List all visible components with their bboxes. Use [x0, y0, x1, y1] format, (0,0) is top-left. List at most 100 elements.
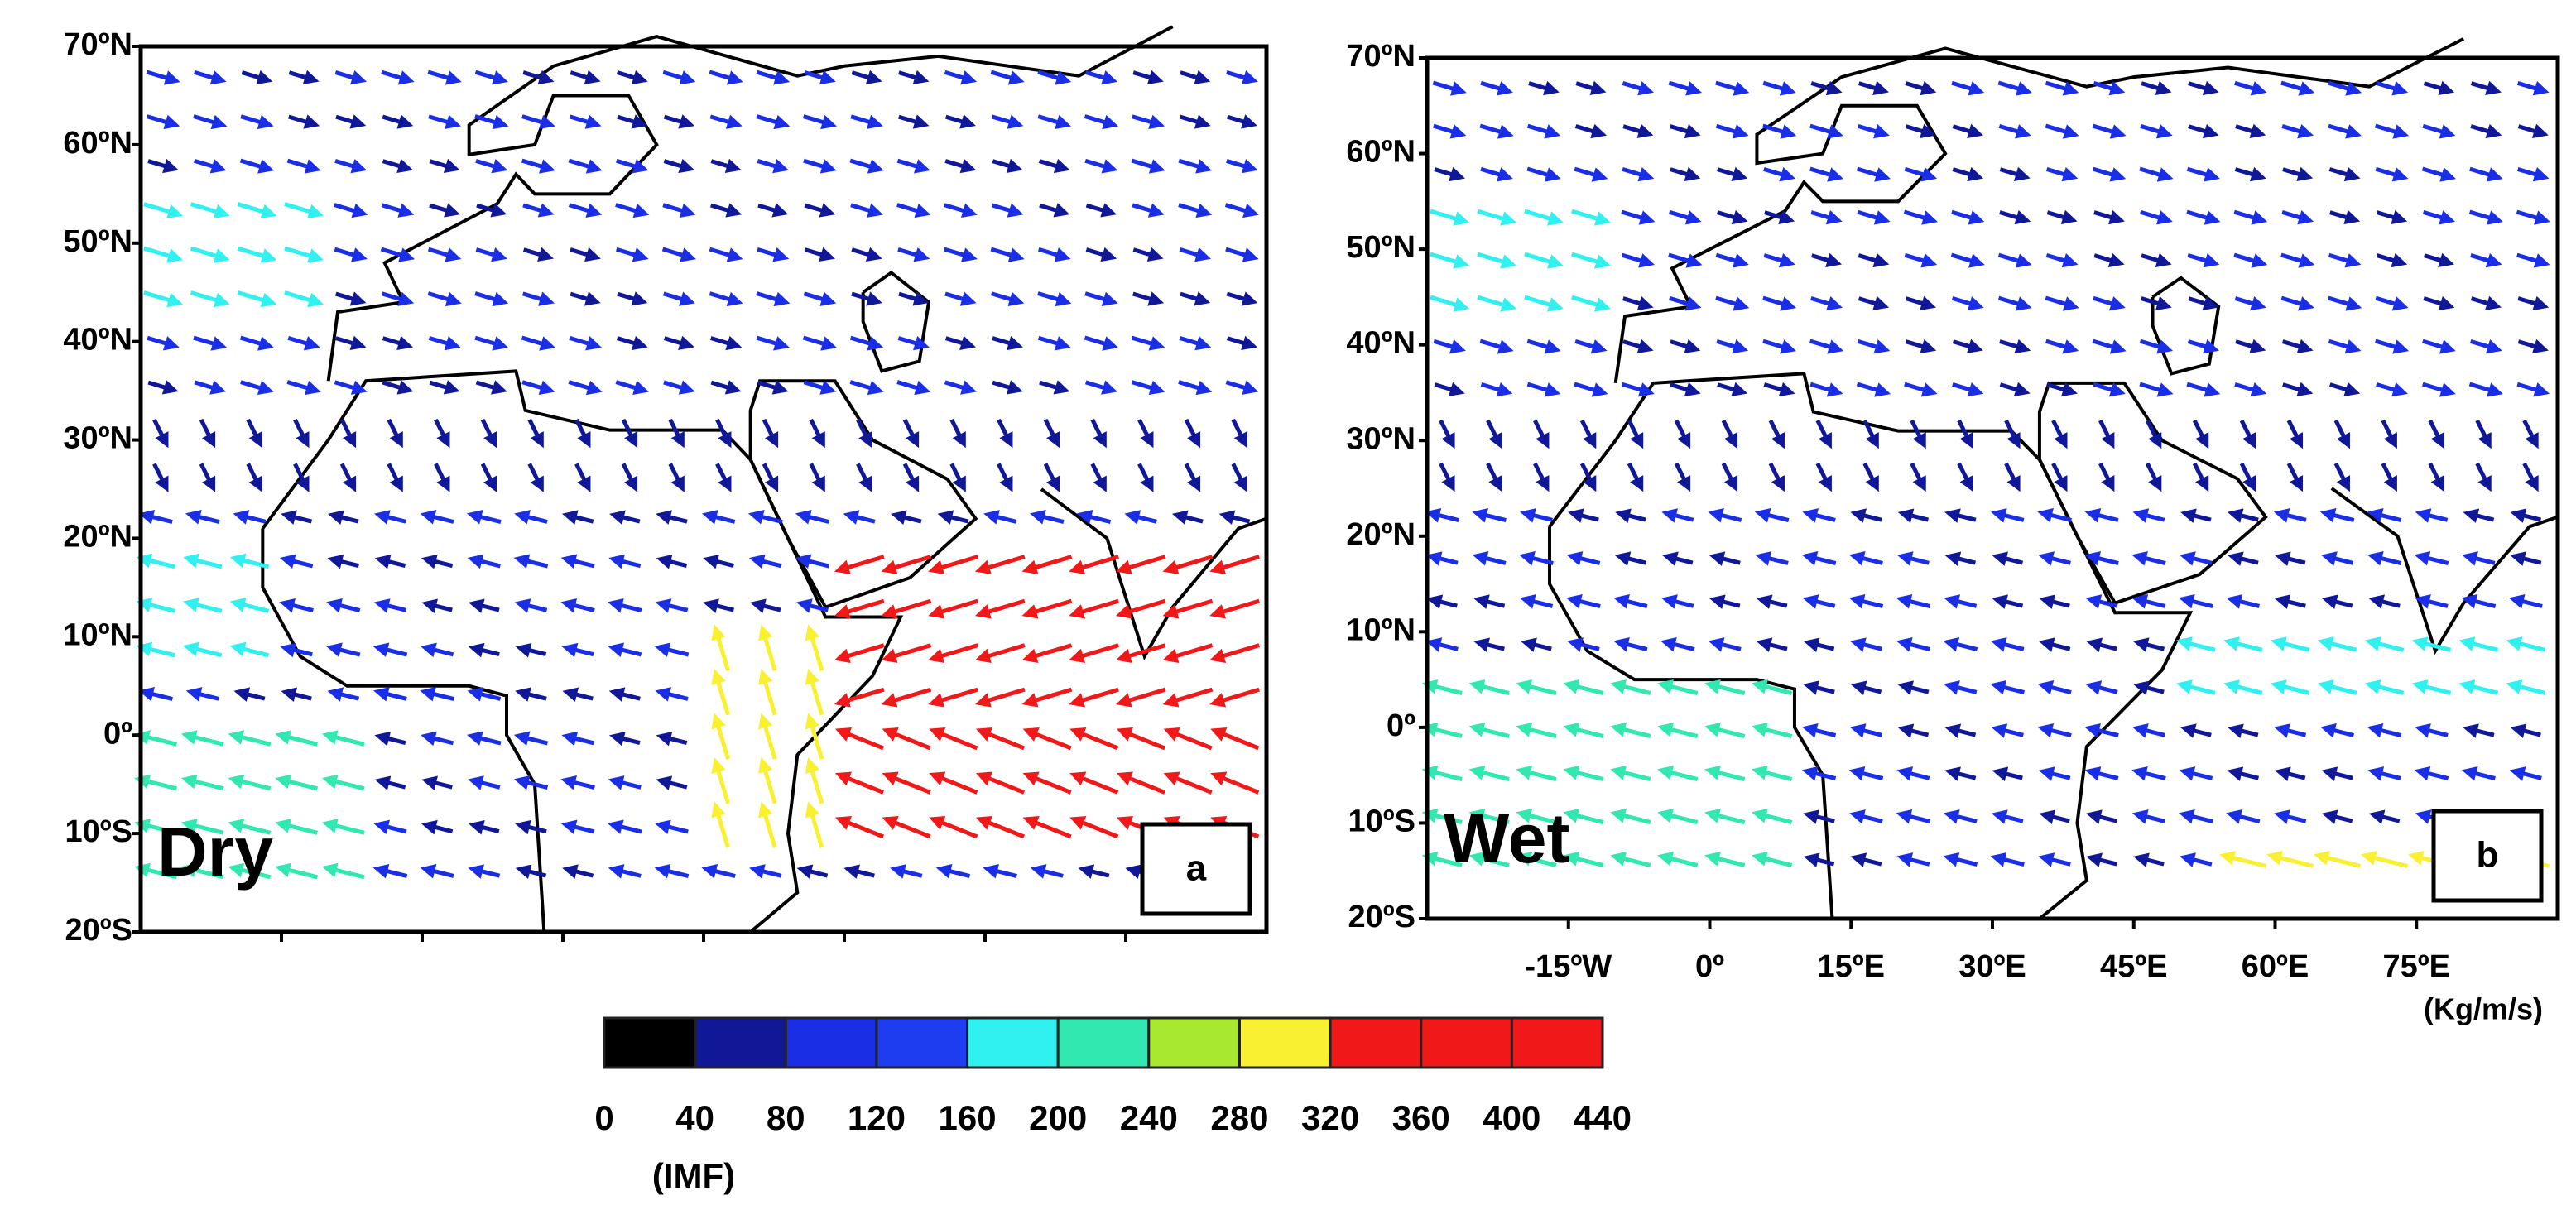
wind-arrow — [851, 247, 882, 262]
arrow-head — [912, 114, 930, 129]
wind-arrow — [1021, 643, 1073, 664]
wind-arrow — [143, 246, 183, 263]
arrow-head — [1472, 507, 1489, 523]
arrow-head — [1959, 475, 1973, 492]
arrow-head — [1006, 158, 1023, 173]
arrow-head — [2266, 851, 2283, 866]
arrow-head — [483, 431, 497, 449]
wind-arrow — [2084, 550, 2119, 566]
arrow-head — [974, 648, 992, 664]
wind-arrow — [237, 202, 277, 219]
wind-arrow — [1622, 123, 1654, 138]
arrow-head — [2006, 475, 2021, 492]
wind-arrow — [1579, 462, 1597, 492]
arrow-shaft — [2368, 854, 2409, 868]
arrow-head — [1055, 70, 1072, 85]
wind-arrow — [983, 863, 1017, 879]
wind-arrow — [1439, 419, 1455, 449]
arrow-head — [2532, 166, 2550, 182]
arrow-head — [2392, 124, 2410, 139]
wind-arrow — [1943, 809, 1978, 824]
wind-arrow — [709, 291, 743, 307]
wind-arrow — [387, 463, 403, 492]
arrow-head — [1163, 727, 1180, 742]
arrow-head — [1468, 766, 1486, 780]
arrow-head — [372, 863, 390, 879]
wind-arrow — [429, 203, 460, 218]
arrow-head — [584, 114, 602, 129]
wind-arrow — [2086, 852, 2117, 867]
arrow-head — [2250, 382, 2267, 397]
wind-arrow — [1754, 507, 1790, 523]
arrow-head — [2430, 432, 2444, 449]
wind-arrow — [1857, 209, 1891, 225]
arrow-head — [608, 642, 625, 658]
arrow-head — [248, 431, 262, 449]
wind-arrow — [1163, 727, 1213, 751]
arrow-head — [538, 291, 555, 306]
wind-arrow — [756, 114, 791, 130]
arrow-shaft — [842, 819, 885, 839]
arrow-head — [1723, 475, 1738, 492]
arrow-head — [515, 819, 531, 835]
wind-arrow — [881, 555, 932, 575]
wind-arrow — [374, 554, 406, 569]
arrow-shaft — [1217, 555, 1260, 572]
arrow-head — [248, 475, 262, 492]
wind-arrow — [709, 247, 743, 262]
wind-arrow — [2510, 723, 2541, 738]
arrow-head — [389, 431, 403, 449]
wind-arrow — [199, 463, 216, 492]
arrow-head — [213, 248, 230, 263]
arrow-head — [562, 687, 579, 702]
arrow-head — [2108, 80, 2126, 96]
arrow-head — [397, 203, 415, 218]
arrow-head — [1991, 723, 2008, 738]
colorbar-swatch — [875, 1016, 969, 1069]
arrow-head — [1920, 382, 1938, 397]
arrow-head — [1007, 114, 1024, 129]
arrow-head — [1771, 432, 1785, 449]
wind-arrow — [2176, 636, 2216, 652]
arrow-head — [2532, 339, 2549, 354]
arrow-head — [2533, 253, 2550, 268]
wind-arrow — [1563, 766, 1604, 781]
arrow-head — [1610, 809, 1627, 823]
arrow-head — [166, 292, 183, 308]
arrow-head — [678, 158, 695, 174]
lat-label: 50ºN — [1346, 230, 1415, 265]
coastline — [2151, 276, 2221, 376]
arrow-head — [1115, 559, 1132, 575]
arrow-head — [711, 624, 726, 641]
wind-arrow — [762, 418, 779, 449]
arrow-head — [1022, 816, 1040, 830]
coastline — [326, 25, 1174, 382]
arrow-head — [1140, 475, 1154, 492]
wind-arrow — [2141, 252, 2172, 268]
wind-arrow — [2375, 80, 2409, 96]
wind-arrow — [1762, 80, 1796, 96]
wind-arrow — [805, 624, 824, 671]
arrow-head — [1563, 852, 1580, 867]
colorbar-tick-label: 320 — [1301, 1098, 1359, 1137]
arrow-head — [1733, 253, 1749, 268]
wind-arrow — [843, 510, 876, 525]
wind-arrow — [374, 510, 406, 525]
arrow-shaft — [1123, 774, 1166, 795]
arrow-head — [1101, 380, 1117, 395]
wind-arrow — [1896, 593, 1931, 609]
arrow-head — [1054, 336, 1071, 351]
wind-arrow — [1090, 463, 1107, 492]
arrow-head — [881, 604, 898, 619]
arrow-head — [2415, 594, 2431, 609]
wind-arrow — [1897, 680, 1930, 695]
wind-arrow — [421, 554, 454, 569]
wind-arrow — [1952, 339, 1983, 353]
arrow-head — [2485, 123, 2502, 139]
wind-arrow — [1137, 418, 1154, 449]
arrow-head — [2439, 339, 2456, 354]
wind-arrow — [1858, 295, 1890, 311]
arrow-head — [805, 801, 820, 819]
arrow-head — [1021, 648, 1039, 664]
wind-arrow — [334, 247, 368, 262]
